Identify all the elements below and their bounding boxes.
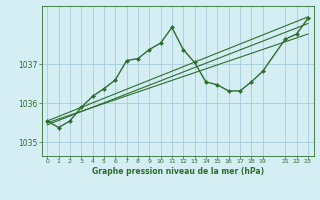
X-axis label: Graphe pression niveau de la mer (hPa): Graphe pression niveau de la mer (hPa)	[92, 167, 264, 176]
